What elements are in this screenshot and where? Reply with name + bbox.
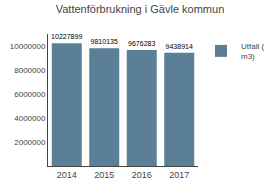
svg-text:2015: 2015 [94, 170, 114, 180]
svg-text:9438914: 9438914 [166, 43, 193, 50]
svg-text:2000000: 2000000 [14, 138, 46, 147]
svg-text:4000000: 4000000 [14, 114, 46, 123]
svg-text:8000000: 8000000 [14, 66, 46, 75]
svg-text:2016: 2016 [132, 170, 152, 180]
svg-text:Vattenförbrukning i Gävle komm: Vattenförbrukning i Gävle kommun [56, 3, 225, 15]
svg-text:6000000: 6000000 [14, 90, 46, 99]
svg-text:10000000: 10000000 [10, 42, 46, 51]
svg-text:2014: 2014 [57, 170, 77, 180]
svg-text:9810135: 9810135 [91, 38, 118, 45]
svg-text:9676283: 9676283 [128, 40, 155, 47]
svg-text:2017: 2017 [169, 170, 189, 180]
svg-text:Utfall (m3): Utfall (m3) [241, 42, 264, 61]
svg-text:10227899: 10227899 [51, 33, 82, 40]
